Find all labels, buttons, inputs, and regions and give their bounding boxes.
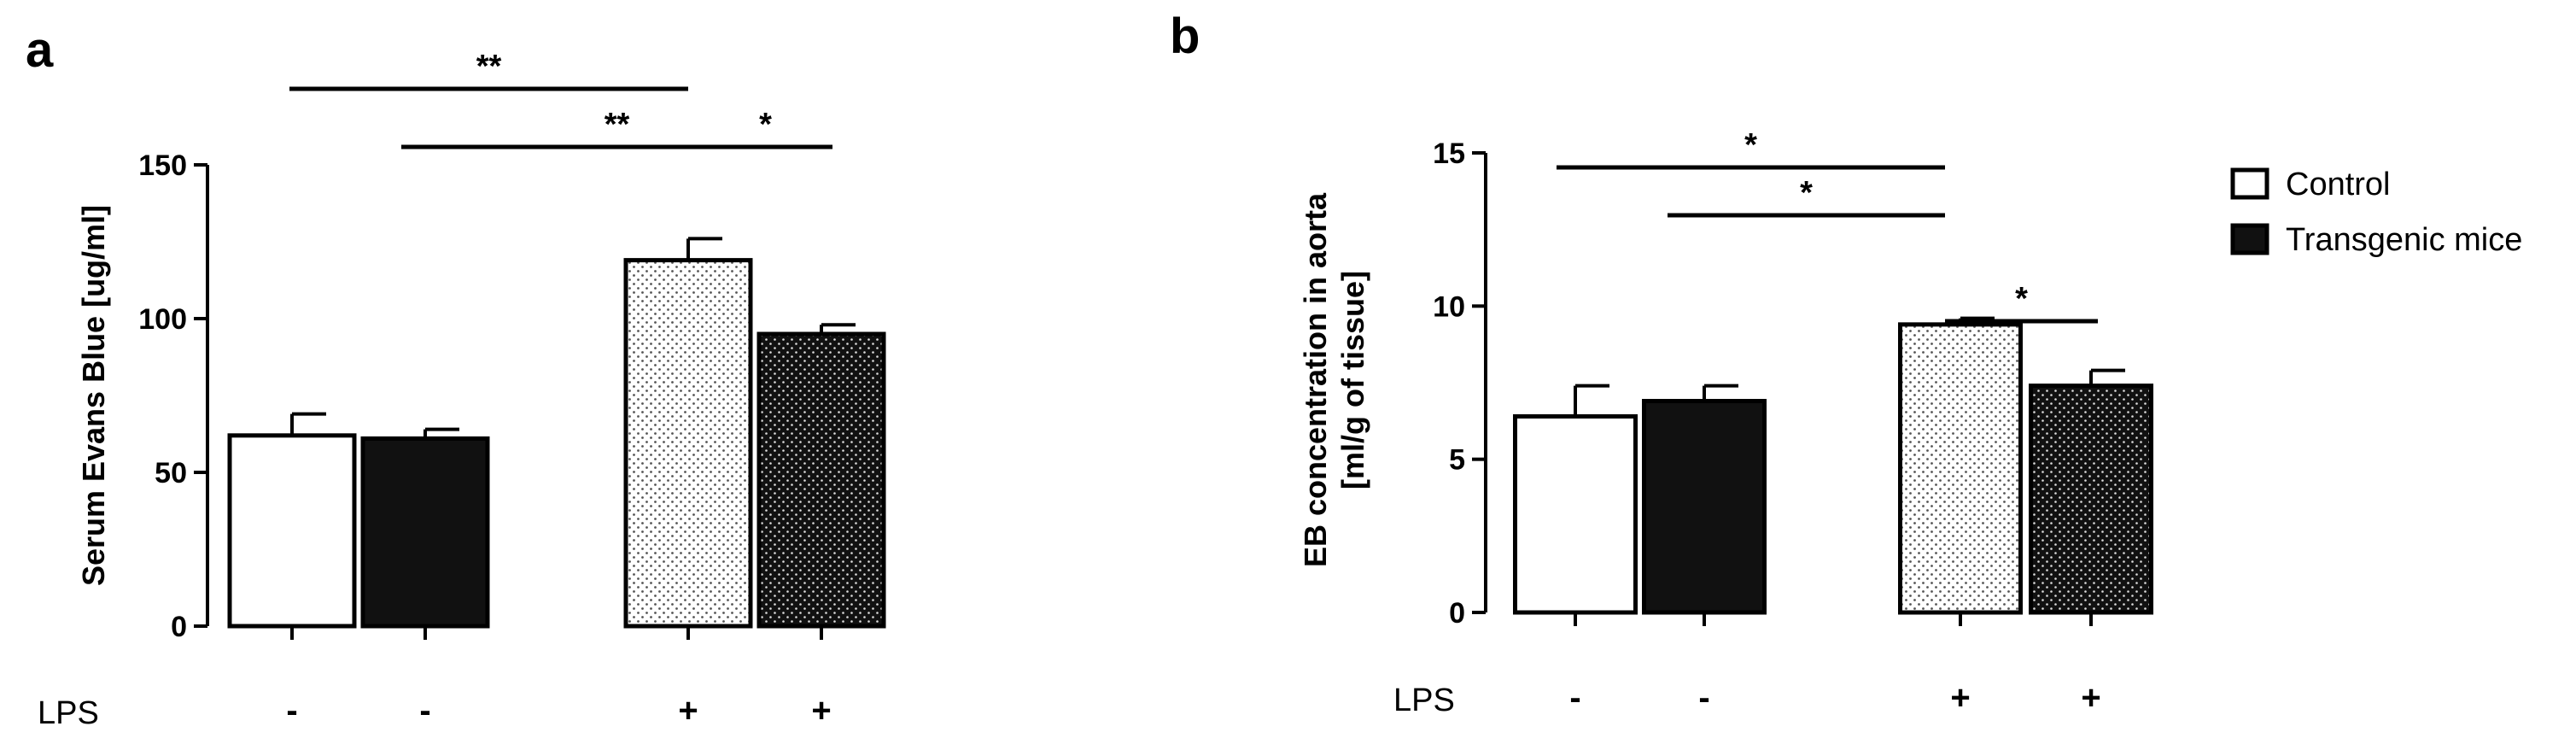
- lps-sign: +: [678, 692, 698, 729]
- significance-label: **: [476, 49, 502, 85]
- legend-swatch-control: [2230, 167, 2269, 200]
- bar-lps-transgenic: [756, 331, 886, 629]
- significance-label: *: [1800, 175, 1813, 211]
- y-tick-label: 50: [155, 457, 187, 489]
- y-axis-label: [ml/g of tissue]: [1335, 271, 1370, 489]
- y-tick-label: 0: [1449, 597, 1465, 630]
- bar-lps-control: [1898, 322, 2023, 615]
- bar-lps-transgenic: [2029, 384, 2153, 615]
- y-tick-label: 5: [1449, 444, 1465, 477]
- legend-swatch-transgenic: [2230, 223, 2269, 255]
- significance-label: *: [2015, 281, 2028, 317]
- bar-nolps-transgenic: [1642, 399, 1767, 615]
- lps-row-label: LPS: [1393, 682, 1455, 718]
- lps-sign: +: [1950, 679, 1970, 717]
- lps-sign: +: [811, 692, 831, 729]
- panel-letter: a: [26, 22, 54, 78]
- y-tick-label: 150: [138, 149, 187, 182]
- lps-sign: -: [286, 692, 297, 729]
- significance-label: *: [1744, 127, 1757, 163]
- bar-nolps-control: [1513, 413, 1638, 615]
- y-tick-label: 15: [1433, 138, 1465, 170]
- y-tick-label: 10: [1433, 290, 1465, 323]
- y-axis-label: EB concentration in aorta: [1298, 192, 1333, 567]
- panel-letter: b: [1170, 9, 1200, 64]
- bar-lps-control: [623, 258, 753, 629]
- lps-sign: +: [2081, 679, 2100, 717]
- legend-label: Control: [2286, 167, 2391, 202]
- bar-nolps-transgenic: [360, 436, 490, 629]
- lps-sign: -: [1698, 679, 1709, 717]
- significance-label: **: [605, 107, 630, 143]
- bar-nolps-control: [227, 433, 357, 629]
- y-axis-label: Serum Evans Blue [ug/ml]: [76, 205, 111, 586]
- y-tick-label: 100: [138, 303, 187, 336]
- significance-label: *: [759, 107, 772, 143]
- y-tick-label: 0: [171, 611, 187, 643]
- chart-panel-a: a Serum Evans Blue [ug/ml] 0 50 100 150 - - + + LP…: [26, 22, 886, 731]
- lps-sign: -: [419, 692, 430, 729]
- chart-panel-b: b EB concentration in aorta [ml/g of tissu…: [1170, 9, 2153, 718]
- legend: Control Transgenic mice: [2230, 167, 2522, 258]
- lps-row-label: LPS: [38, 695, 99, 731]
- legend-label: Transgenic mice: [2286, 222, 2522, 258]
- lps-sign: -: [1569, 679, 1580, 717]
